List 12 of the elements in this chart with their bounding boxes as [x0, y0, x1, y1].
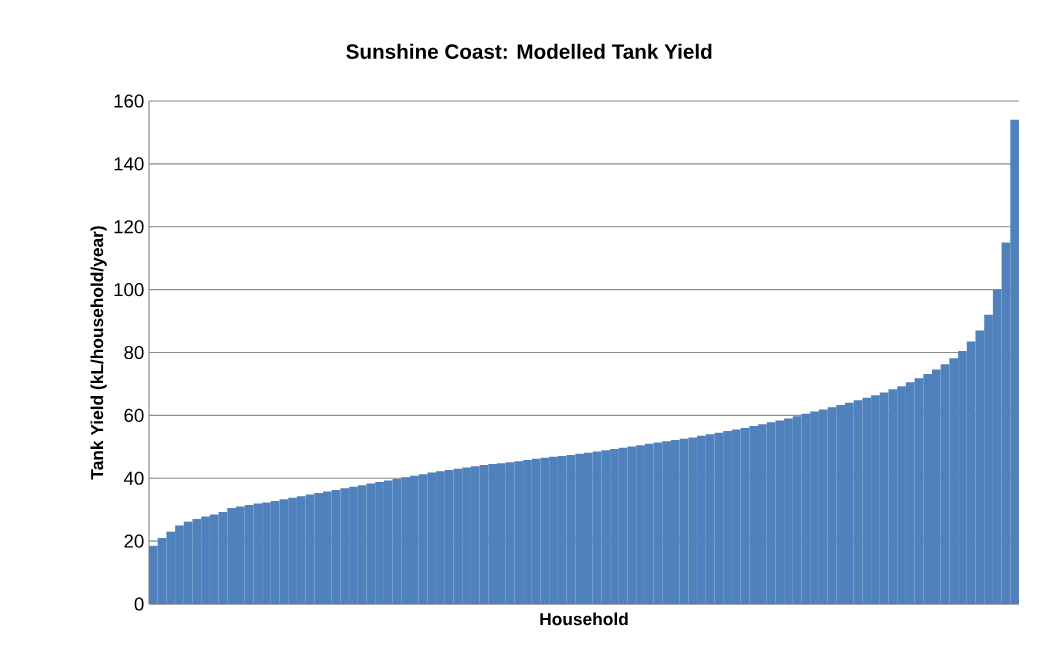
chart-title: Sunshine Coast: Modelled Tank Yield — [346, 43, 712, 59]
y-tick-label: 100 — [114, 283, 144, 297]
y-tick-label: 80 — [124, 345, 144, 360]
y-tick-label: 60 — [124, 408, 144, 422]
y-tick-label: 140 — [114, 157, 144, 171]
y-tick-label: 20 — [124, 534, 144, 548]
y-tick-label: 40 — [123, 471, 144, 485]
y-axis-title: Tank Yield (kL/household/year) — [90, 226, 107, 480]
y-tick-label: 160 — [114, 94, 144, 108]
y-tick-label: 0 — [134, 597, 144, 611]
y-tick-label: 120 — [114, 220, 144, 234]
x-axis-title: Household — [540, 612, 628, 626]
